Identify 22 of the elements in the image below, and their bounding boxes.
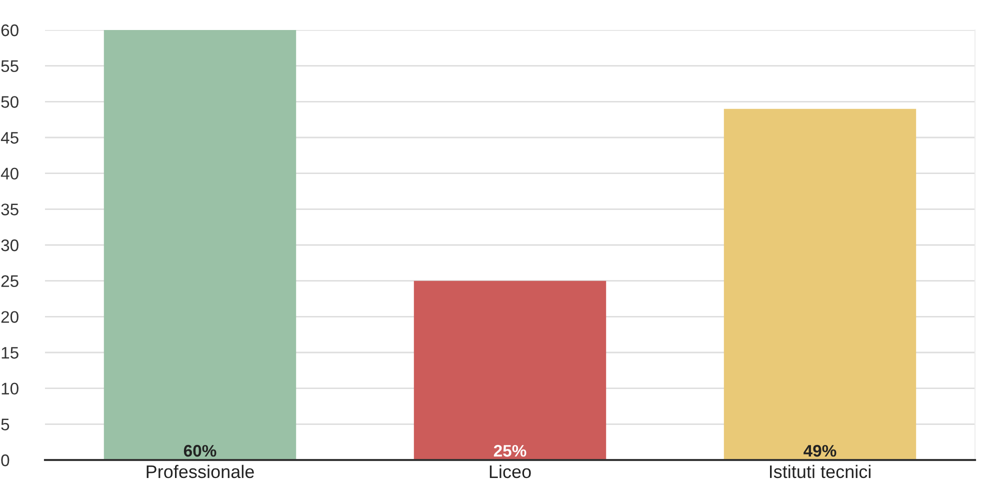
y-tick-label: 20 <box>1 311 18 323</box>
y-tick-label: 25 <box>1 275 18 288</box>
y-tick-label: 15 <box>2 347 18 359</box>
y-tick-label: 55 <box>1 60 18 72</box>
y-tick-label: 45 <box>0 132 18 144</box>
y-tick-label: 5 <box>1 418 10 430</box>
y-tick-label: 30 <box>1 239 18 252</box>
y-tick-label: 40 <box>0 168 18 180</box>
y-tick-label: 50 <box>1 96 18 108</box>
y-tick-label: 35 <box>1 204 18 216</box>
data-label: 25% <box>494 444 526 457</box>
x-tick-label: Professionale <box>146 464 254 478</box>
y-tick-label: 10 <box>2 382 18 395</box>
y-tick-label: 0 <box>1 454 10 466</box>
x-tick-label: Istituti tecnici <box>770 464 870 478</box>
y-tick-label: 60 <box>1 24 18 36</box>
bar <box>414 280 606 460</box>
bar <box>104 30 296 460</box>
data-label: 49% <box>804 444 836 457</box>
x-tick-label: Liceo <box>490 464 531 478</box>
bar <box>724 108 916 460</box>
data-label: 60% <box>184 444 216 457</box>
